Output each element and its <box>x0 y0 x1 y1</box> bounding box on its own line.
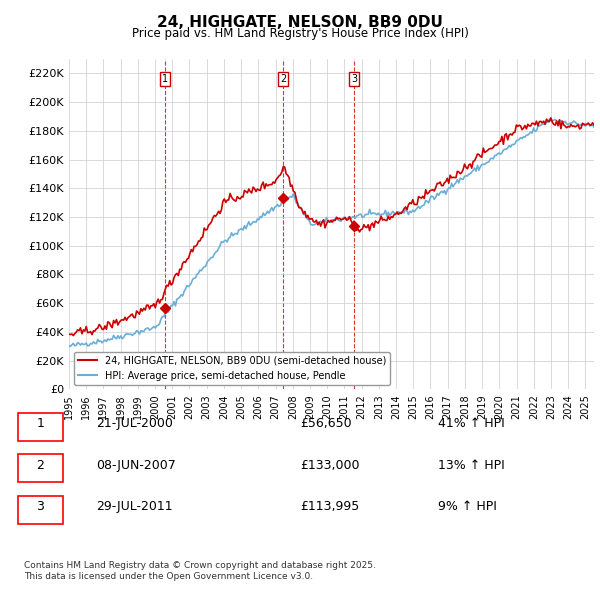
Text: 29-JUL-2011: 29-JUL-2011 <box>96 500 173 513</box>
Text: £113,995: £113,995 <box>300 500 359 513</box>
Text: 41% ↑ HPI: 41% ↑ HPI <box>438 417 505 430</box>
FancyBboxPatch shape <box>18 454 63 483</box>
FancyBboxPatch shape <box>18 412 63 441</box>
Text: Contains HM Land Registry data © Crown copyright and database right 2025.
This d: Contains HM Land Registry data © Crown c… <box>24 561 376 581</box>
Text: £133,000: £133,000 <box>300 459 359 472</box>
Text: 24, HIGHGATE, NELSON, BB9 0DU: 24, HIGHGATE, NELSON, BB9 0DU <box>157 15 443 30</box>
Text: 3: 3 <box>352 74 358 84</box>
Text: 1: 1 <box>161 74 167 84</box>
Text: 3: 3 <box>36 500 44 513</box>
Text: 9% ↑ HPI: 9% ↑ HPI <box>438 500 497 513</box>
Text: 1: 1 <box>36 417 44 430</box>
Text: 21-JUL-2000: 21-JUL-2000 <box>96 417 173 430</box>
Text: 2: 2 <box>36 459 44 472</box>
Text: Price paid vs. HM Land Registry's House Price Index (HPI): Price paid vs. HM Land Registry's House … <box>131 27 469 40</box>
Legend: 24, HIGHGATE, NELSON, BB9 0DU (semi-detached house), HPI: Average price, semi-de: 24, HIGHGATE, NELSON, BB9 0DU (semi-deta… <box>74 352 390 385</box>
FancyBboxPatch shape <box>18 496 63 524</box>
Text: 13% ↑ HPI: 13% ↑ HPI <box>438 459 505 472</box>
Text: 2: 2 <box>280 74 286 84</box>
Text: £56,650: £56,650 <box>300 417 352 430</box>
Text: 08-JUN-2007: 08-JUN-2007 <box>96 459 176 472</box>
